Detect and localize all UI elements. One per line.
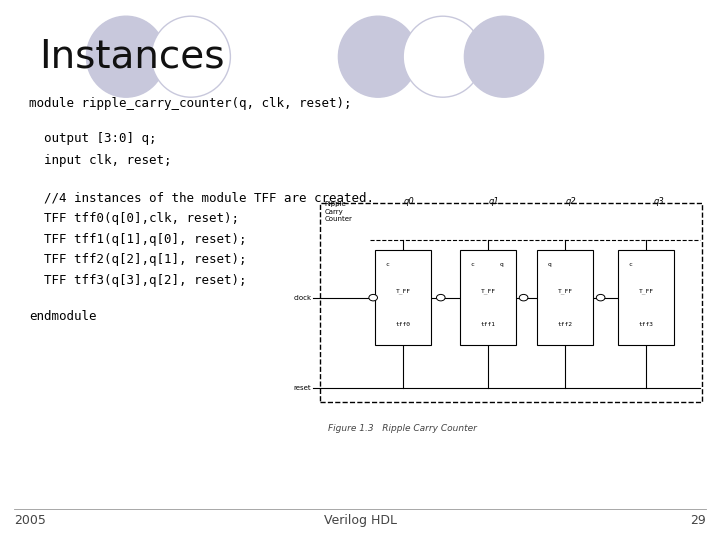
Circle shape — [436, 294, 445, 301]
Text: T_FF: T_FF — [557, 288, 572, 294]
Text: T_FF: T_FF — [396, 288, 410, 294]
Text: q1: q1 — [488, 197, 499, 206]
Text: TFF tff3(q[3],q[2], reset);: TFF tff3(q[3],q[2], reset); — [29, 274, 246, 287]
Circle shape — [369, 294, 377, 301]
Text: c: c — [386, 262, 390, 267]
Ellipse shape — [151, 16, 230, 97]
Bar — [460, 251, 516, 345]
Bar — [537, 251, 593, 345]
Text: Figure 1.3   Ripple Carry Counter: Figure 1.3 Ripple Carry Counter — [328, 424, 477, 433]
Ellipse shape — [338, 16, 418, 97]
Text: Ripple
Carry
Counter: Ripple Carry Counter — [324, 201, 352, 222]
Text: q0: q0 — [404, 197, 415, 206]
Text: tff3: tff3 — [639, 322, 653, 327]
Text: tff0: tff0 — [396, 322, 410, 327]
Text: TFF tff0(q[0],clk, reset);: TFF tff0(q[0],clk, reset); — [29, 212, 239, 225]
Bar — [375, 251, 431, 345]
Text: q3: q3 — [654, 197, 665, 206]
Text: tff1: tff1 — [480, 322, 495, 327]
Text: 29: 29 — [690, 514, 706, 527]
Ellipse shape — [86, 16, 166, 97]
Bar — [320, 203, 702, 402]
Text: q: q — [500, 262, 504, 267]
Text: q2: q2 — [565, 197, 576, 206]
Text: reset: reset — [294, 385, 311, 391]
Text: T_FF: T_FF — [480, 288, 495, 294]
Ellipse shape — [464, 16, 544, 97]
Text: Verilog HDL: Verilog HDL — [323, 514, 397, 527]
Text: c: c — [629, 262, 632, 267]
Text: q: q — [547, 262, 552, 267]
Text: Instances: Instances — [40, 38, 225, 76]
Text: module ripple_carry_counter(q, clk, reset);: module ripple_carry_counter(q, clk, rese… — [29, 97, 351, 110]
Text: TFF tff2(q[2],q[1], reset);: TFF tff2(q[2],q[1], reset); — [29, 253, 246, 266]
Text: output [3:0] q;: output [3:0] q; — [29, 132, 156, 145]
Text: tff2: tff2 — [557, 322, 572, 327]
Text: 2005: 2005 — [14, 514, 46, 527]
Circle shape — [596, 294, 605, 301]
Text: endmodule: endmodule — [29, 310, 96, 323]
Text: //4 instances of the module TFF are created.: //4 instances of the module TFF are crea… — [29, 192, 374, 205]
Bar — [618, 251, 674, 345]
Text: T_FF: T_FF — [639, 288, 653, 294]
Circle shape — [519, 294, 528, 301]
Text: c: c — [470, 262, 474, 267]
Text: input clk, reset;: input clk, reset; — [29, 154, 171, 167]
Ellipse shape — [403, 16, 482, 97]
Text: clock: clock — [293, 295, 311, 301]
Text: TFF tff1(q[1],q[0], reset);: TFF tff1(q[1],q[0], reset); — [29, 233, 246, 246]
